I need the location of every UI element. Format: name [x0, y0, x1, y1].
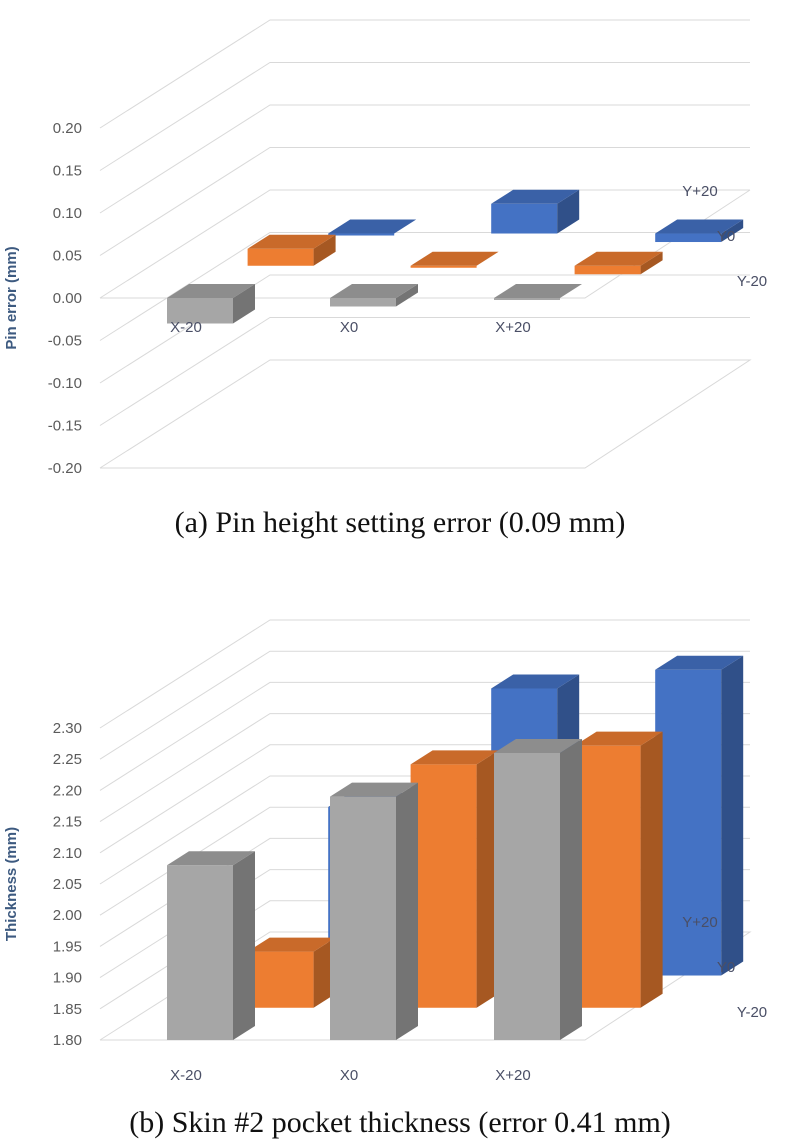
- y-tick-label: -0.05: [48, 333, 82, 350]
- gridlines: [99, 19, 752, 469]
- chart-caption: (b) Skin #2 pocket thickness (error 0.41…: [129, 1106, 671, 1139]
- y-tick-label: 1.80: [53, 1032, 82, 1049]
- y-tick-label: -0.10: [48, 375, 82, 392]
- bar-y-20-x0: [330, 782, 418, 1040]
- bar-y-20-x0: [330, 284, 418, 307]
- x-category-label: X0: [340, 319, 358, 336]
- y-tick-label: 1.85: [53, 1001, 82, 1018]
- y-tick-label: 0.15: [53, 163, 82, 180]
- bar-y0-xp20: [574, 251, 663, 275]
- y-tick-label: 2.30: [53, 720, 82, 737]
- series-label: Y+20: [682, 183, 717, 200]
- x-category-label: X-20: [170, 319, 202, 336]
- y-tick-label: -0.15: [48, 418, 82, 435]
- x-category-label: X+20: [495, 319, 530, 336]
- y-tick-label: 2.15: [53, 814, 82, 831]
- y-tick-label: 2.25: [53, 751, 82, 768]
- x-category-label: X0: [340, 1067, 358, 1084]
- y-tick-label: 0.05: [53, 248, 82, 265]
- bar-y-20-xp20: [494, 738, 582, 1040]
- bar-yp20-xp20: [655, 655, 744, 976]
- zero-plane: [100, 189, 751, 299]
- bar-y-20-x-20: [167, 284, 255, 324]
- bar-yp20-xp20: [655, 219, 744, 243]
- y-tick-label: -0.20: [48, 460, 82, 477]
- y-tick-label: 2.20: [53, 782, 82, 799]
- series-label: Y-20: [737, 1004, 767, 1021]
- y-tick-label: 1.90: [53, 970, 82, 987]
- bar-y0-xp20: [574, 731, 663, 1008]
- y-tick-label: 2.10: [53, 845, 82, 862]
- bar-y0-x-20: [247, 234, 336, 266]
- bar-yp20-x-20: [328, 219, 417, 236]
- x-category-label: X+20: [495, 1067, 530, 1084]
- chart-panel-b: 2.30 2.25 2.20 2.15 2.10 2.05 2.00 1.95 1.90 1.85…: [3, 619, 767, 1139]
- bar-y0-x-20: [247, 937, 336, 1008]
- chart-caption: (a) Pin height setting error (0.09 mm): [175, 506, 626, 539]
- chart-panel-a: 0.20 0.15 0.10 0.05 0.00 -0.05 -0.10 -0.15 -0.20…: [3, 19, 767, 539]
- y-tick-label: 2.00: [53, 907, 82, 924]
- series-label: Y-20: [737, 273, 767, 290]
- y-tick-label: 1.95: [53, 938, 82, 955]
- bar-y0-x0: [410, 251, 499, 268]
- y-axis-label: Thickness (mm): [3, 827, 20, 941]
- y-tick-label: 0.10: [53, 205, 82, 222]
- bar-y-20-xp20: [494, 284, 582, 300]
- bar-y-20-x-20: [167, 851, 255, 1040]
- y-axis-label: Pin error (mm): [3, 246, 20, 349]
- series-label: Y0: [717, 959, 735, 976]
- series-label: Y0: [717, 228, 735, 245]
- y-tick-label: 2.05: [53, 876, 82, 893]
- y-tick-label: 0.00: [53, 290, 82, 307]
- series-label: Y+20: [682, 914, 717, 931]
- x-category-label: X-20: [170, 1067, 202, 1084]
- bar-y0-x0: [410, 750, 499, 1008]
- y-tick-label: 0.20: [53, 120, 82, 137]
- bar-yp20-x0: [491, 189, 580, 234]
